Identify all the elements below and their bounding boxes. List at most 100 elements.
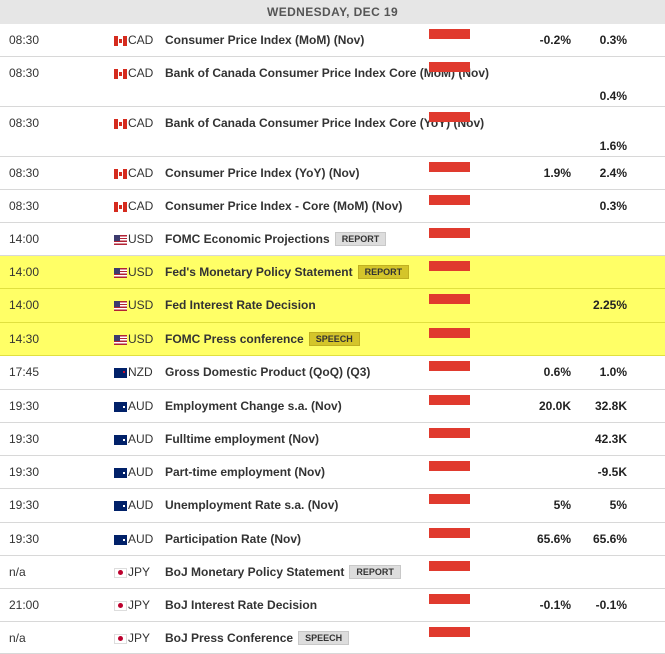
actual-value: 1.9% xyxy=(543,166,571,180)
currency-code: USD xyxy=(128,298,154,312)
event-title: Bank of Canada Consumer Price Index Core… xyxy=(165,66,490,80)
event-title: Part-time employment (Nov) xyxy=(165,465,326,479)
event-name[interactable]: Employment Change s.a. (Nov) xyxy=(165,399,342,413)
event-name[interactable]: Unemployment Rate s.a. (Nov) xyxy=(165,498,338,512)
event-time: 08:30 xyxy=(9,166,40,180)
event-row[interactable]: 08:30 CAD Consumer Price Index (YoY) (Nov)… xyxy=(0,157,665,190)
event-time: 19:30 xyxy=(9,432,40,446)
event-type-badge: SPEECH xyxy=(308,332,360,346)
event-name[interactable]: Consumer Price Index (MoM) (Nov) xyxy=(165,33,364,47)
day-header: WEDNESDAY, DEC 19 xyxy=(0,0,665,24)
actual-value: -0.2% xyxy=(539,33,571,47)
event-type-badge: REPORT xyxy=(349,565,401,579)
event-row[interactable]: 14:00 USD FOMC Economic Projections REPORT xyxy=(0,223,665,256)
impact-bar-high xyxy=(429,29,470,39)
event-title: Gross Domestic Product (QoQ) (Q3) xyxy=(165,365,371,379)
event-type-badge: SPEECH xyxy=(298,631,350,645)
event-time: 19:30 xyxy=(9,498,40,512)
event-name[interactable]: BoJ Press Conference SPEECH xyxy=(165,631,350,645)
actual-value: 20.0K xyxy=(538,399,571,413)
event-title: Consumer Price Index (YoY) (Nov) xyxy=(165,166,360,180)
impact-bar-high xyxy=(429,528,470,538)
event-time: 08:30 xyxy=(9,116,40,130)
event-time: 21:00 xyxy=(9,598,40,612)
event-name[interactable]: BoJ Monetary Policy Statement REPORT xyxy=(165,565,401,579)
event-name[interactable]: Bank of Canada Consumer Price Index Core… xyxy=(165,66,489,80)
actual-value: 65.6% xyxy=(536,532,571,546)
currency-code: AUD xyxy=(128,532,154,546)
impact-bar-high xyxy=(429,361,470,371)
event-row[interactable]: 14:30 USD FOMC Press conference SPEECH xyxy=(0,323,665,356)
event-row[interactable]: 19:30 AUD Employment Change s.a. (Nov) 20.0… xyxy=(0,390,665,423)
canada-flag-icon xyxy=(114,169,127,179)
event-time: 14:00 xyxy=(9,232,40,246)
event-time: 08:30 xyxy=(9,33,40,47)
event-title: Consumer Price Index (MoM) (Nov) xyxy=(165,33,365,47)
event-row[interactable]: 17:45 NZD Gross Domestic Product (QoQ) (Q3… xyxy=(0,356,665,390)
currency-code: CAD xyxy=(128,33,154,47)
currency-code: USD xyxy=(128,265,154,279)
event-name[interactable]: Consumer Price Index (YoY) (Nov) xyxy=(165,166,359,180)
event-title: BoJ Monetary Policy Statement xyxy=(165,565,345,579)
event-row[interactable]: 14:00 USD Fed's Monetary Policy Statement R… xyxy=(0,256,665,289)
australia-flag-icon xyxy=(114,501,127,511)
event-name[interactable]: Part-time employment (Nov) xyxy=(165,465,325,479)
currency-code: JPY xyxy=(128,565,151,579)
event-row[interactable]: 19:30 AUD Participation Rate (Nov) 65.6% 65.… xyxy=(0,523,665,556)
event-row[interactable]: n/a JPY BoJ Press Conference SPEECH xyxy=(0,622,665,654)
impact-bar-high xyxy=(429,594,470,604)
event-time: 08:30 xyxy=(9,199,40,213)
actual-value: 0.6% xyxy=(543,365,571,379)
event-name[interactable]: FOMC Press conference SPEECH xyxy=(165,332,360,346)
previous-value: 5% xyxy=(609,498,627,512)
event-type-badge: REPORT xyxy=(357,265,410,279)
previous-value: 2.4% xyxy=(599,166,627,180)
event-row[interactable]: 19:30 AUD Part-time employment (Nov) -9.5K xyxy=(0,456,665,489)
impact-bar-high xyxy=(429,494,470,504)
event-title: Bank of Canada Consumer Price Index Core… xyxy=(165,116,485,130)
event-time: 14:00 xyxy=(9,265,40,279)
event-type-badge: REPORT xyxy=(334,232,387,246)
event-name[interactable]: Bank of Canada Consumer Price Index Core… xyxy=(165,116,484,130)
event-row[interactable]: 19:30 AUD Unemployment Rate s.a. (Nov) 5% 5% xyxy=(0,489,665,523)
previous-value: 0.4% xyxy=(599,89,627,103)
currency-code: AUD xyxy=(128,498,154,512)
canada-flag-icon xyxy=(114,69,127,79)
event-name[interactable]: Gross Domestic Product (QoQ) (Q3) xyxy=(165,365,370,379)
currency-code: CAD xyxy=(128,66,154,80)
event-row[interactable]: 08:30 CAD Consumer Price Index (MoM) (Nov)… xyxy=(0,24,665,57)
event-row[interactable]: 21:00 JPY BoJ Interest Rate Decision -0.1% -… xyxy=(0,589,665,622)
event-row[interactable]: 14:00 USD Fed Interest Rate Decision 2.25% xyxy=(0,289,665,323)
usa-flag-icon xyxy=(114,235,127,245)
previous-value: -0.1% xyxy=(595,598,627,612)
event-name[interactable]: Fed Interest Rate Decision xyxy=(165,298,316,312)
event-title: Consumer Price Index - Core (MoM) (Nov) xyxy=(165,199,403,213)
event-name[interactable]: Fulltime employment (Nov) xyxy=(165,432,319,446)
event-name[interactable]: Participation Rate (Nov) xyxy=(165,532,301,546)
event-row[interactable]: 19:30 AUD Fulltime employment (Nov) 42.3K xyxy=(0,423,665,456)
currency-code: CAD xyxy=(128,116,154,130)
event-title: Fed Interest Rate Decision xyxy=(165,298,316,312)
previous-value: 1.0% xyxy=(599,365,627,379)
event-row[interactable]: 08:30 CAD Consumer Price Index - Core (MoM… xyxy=(0,190,665,223)
new-zealand-flag-icon xyxy=(114,368,127,378)
japan-flag-icon xyxy=(114,601,127,611)
impact-bar-high xyxy=(429,461,470,471)
currency-code: JPY xyxy=(128,631,151,645)
event-name[interactable]: BoJ Interest Rate Decision xyxy=(165,598,317,612)
previous-value: 32.8K xyxy=(594,399,627,413)
event-row[interactable]: 08:30 CAD Bank of Canada Consumer Price In… xyxy=(0,57,665,107)
impact-bar-high xyxy=(429,561,470,571)
event-name[interactable]: FOMC Economic Projections REPORT xyxy=(165,232,387,246)
event-time: n/a xyxy=(9,631,26,645)
impact-bar-high xyxy=(429,62,470,72)
event-name[interactable]: Consumer Price Index - Core (MoM) (Nov) xyxy=(165,199,402,213)
event-time: 17:45 xyxy=(9,365,40,379)
event-row[interactable]: n/a JPY BoJ Monetary Policy Statement REPOR… xyxy=(0,556,665,589)
event-name[interactable]: Fed's Monetary Policy Statement REPORT xyxy=(165,265,410,279)
event-title: Participation Rate (Nov) xyxy=(165,532,302,546)
impact-bar-high xyxy=(429,395,470,405)
event-row[interactable]: 08:30 CAD Bank of Canada Consumer Price In… xyxy=(0,107,665,157)
impact-bar-high xyxy=(429,428,470,438)
